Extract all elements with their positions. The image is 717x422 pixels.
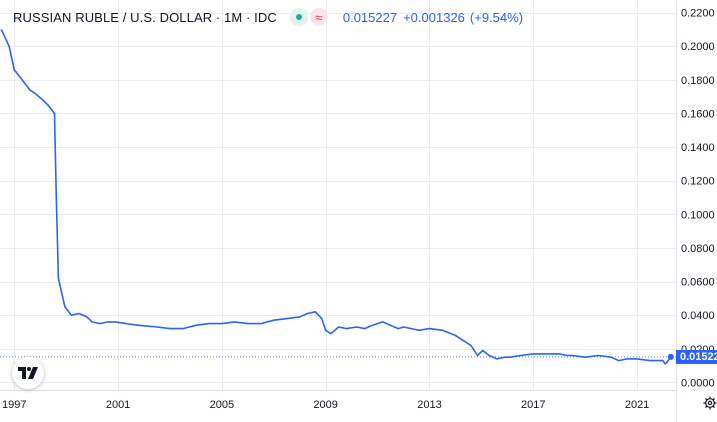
price-change-percent: (+9.54%) (469, 9, 524, 25)
x-axis-tick-label: 2001 (106, 399, 130, 411)
y-axis-tick-label: 0.2200 (681, 8, 715, 20)
y-axis-tick-label: 0.2000 (681, 41, 715, 53)
symbol-title[interactable]: RUSSIAN RUBLE / U.S. DOLLAR · 1M · IDC (13, 9, 277, 25)
y-axis-tick-label: 0.1400 (681, 142, 715, 154)
settings-icon[interactable] (703, 396, 717, 410)
y-axis-tick-label: 0.1800 (681, 75, 715, 87)
x-axis-tick-label: 1997 (2, 399, 26, 411)
last-price: 0.015227 (342, 9, 398, 25)
compare-icon[interactable]: ≈ (309, 8, 328, 26)
chart-header: RUSSIAN RUBLE / U.S. DOLLAR · 1M · IDC ≈… (13, 8, 523, 26)
y-axis-tick-label: 0.0800 (681, 243, 715, 255)
y-axis-tick-label: 0.0400 (681, 310, 715, 322)
last-price-point (667, 353, 674, 360)
price-series-line (0, 29, 672, 365)
x-axis-tick-label: 2005 (210, 399, 234, 411)
x-axis-tick-label: 2013 (417, 399, 441, 411)
x-axis-tick-label: 2021 (625, 399, 649, 411)
y-axis-tick-label: 0.0600 (681, 277, 715, 289)
status-dot-icon (289, 8, 308, 26)
y-axis-tick-label: 0.1600 (681, 108, 715, 120)
x-axis-tick-label: 2009 (313, 399, 337, 411)
y-axis-tick-label: 0.1200 (681, 176, 715, 188)
last-price-label: 0.015227 (676, 349, 717, 364)
y-axis-tick-label: 0.0000 (681, 377, 715, 389)
price-change: +0.001326 (403, 9, 465, 25)
x-axis-tick-label: 2017 (521, 399, 545, 411)
tradingview-logo-icon[interactable] (12, 357, 44, 389)
y-axis-tick-label: 0.1000 (681, 209, 715, 221)
